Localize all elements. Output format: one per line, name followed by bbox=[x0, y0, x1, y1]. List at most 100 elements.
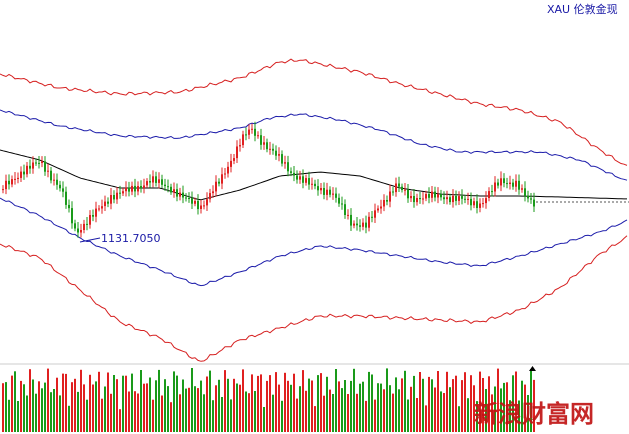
candle bbox=[137, 186, 139, 192]
volume-bar bbox=[170, 402, 172, 432]
candle bbox=[470, 198, 472, 206]
candle bbox=[524, 188, 526, 196]
candle bbox=[509, 182, 511, 184]
volume-bar bbox=[32, 379, 34, 432]
candle bbox=[98, 208, 100, 210]
candle bbox=[515, 180, 517, 187]
volume-bar bbox=[365, 400, 367, 432]
volume-bar bbox=[440, 391, 442, 432]
candle bbox=[533, 199, 535, 207]
candle bbox=[188, 198, 190, 199]
volume-bar bbox=[362, 381, 364, 432]
candle bbox=[476, 201, 478, 208]
candle bbox=[176, 189, 178, 197]
candle bbox=[401, 186, 403, 190]
volume-bar bbox=[521, 380, 523, 432]
volume-bar bbox=[68, 405, 70, 432]
volume-bar bbox=[185, 388, 187, 432]
volume-bar bbox=[410, 386, 412, 432]
candle bbox=[221, 174, 223, 184]
volume-bar bbox=[470, 375, 472, 432]
candle bbox=[332, 193, 334, 195]
volume-bar bbox=[500, 388, 502, 432]
candle bbox=[428, 194, 430, 198]
candle bbox=[203, 205, 205, 207]
candle bbox=[47, 170, 49, 172]
candle bbox=[41, 161, 43, 163]
candle bbox=[194, 200, 196, 204]
volume-bar bbox=[134, 391, 136, 432]
volume-bar bbox=[272, 394, 274, 432]
volume-bar bbox=[143, 383, 145, 432]
volume-bar bbox=[290, 384, 292, 432]
volume-bar bbox=[137, 393, 139, 432]
volume-bar bbox=[356, 393, 358, 432]
candle bbox=[299, 176, 301, 180]
candle bbox=[452, 195, 454, 203]
low-price-annotation: 1131.7050 bbox=[79, 232, 161, 245]
volume-bar bbox=[395, 377, 397, 432]
volume-bar bbox=[479, 371, 481, 432]
candle bbox=[308, 178, 310, 185]
candle bbox=[395, 183, 397, 193]
volume-bar bbox=[341, 388, 343, 432]
volume-bar bbox=[314, 406, 316, 432]
candle bbox=[212, 191, 214, 194]
candle bbox=[374, 210, 376, 218]
volume-bar bbox=[89, 374, 91, 432]
volume-bar bbox=[74, 378, 76, 432]
candle bbox=[362, 222, 364, 227]
candle bbox=[107, 201, 109, 204]
candle bbox=[437, 194, 439, 198]
volume-bar bbox=[392, 393, 394, 432]
candle bbox=[326, 189, 328, 195]
candle bbox=[518, 180, 520, 190]
candle bbox=[260, 135, 262, 145]
candle bbox=[425, 194, 427, 199]
candle bbox=[473, 201, 475, 206]
candle bbox=[131, 185, 133, 192]
volume-bar bbox=[113, 375, 115, 432]
candle bbox=[89, 215, 91, 225]
volume-bar bbox=[275, 372, 277, 432]
candle bbox=[182, 192, 184, 198]
volume-bar bbox=[473, 385, 475, 432]
volume-bar bbox=[65, 373, 67, 432]
candle bbox=[140, 186, 142, 188]
volume-bar bbox=[125, 375, 127, 432]
candle bbox=[266, 142, 268, 150]
candle bbox=[86, 223, 88, 225]
volume-bar bbox=[152, 399, 154, 432]
candle bbox=[386, 200, 388, 202]
candle bbox=[413, 196, 415, 203]
volume-bar bbox=[17, 401, 19, 432]
volume-bar bbox=[497, 368, 499, 432]
candle bbox=[167, 186, 169, 188]
volume-bar bbox=[293, 373, 295, 432]
volume-bar bbox=[221, 397, 223, 432]
candle bbox=[83, 223, 85, 230]
candle bbox=[503, 178, 505, 184]
volume-bar bbox=[248, 393, 250, 432]
candle bbox=[197, 200, 199, 210]
volume-bar bbox=[173, 371, 175, 432]
volume-bar bbox=[203, 394, 205, 432]
candle bbox=[113, 195, 115, 200]
candle bbox=[218, 181, 220, 184]
candle bbox=[248, 129, 250, 135]
volume-bar bbox=[227, 378, 229, 432]
candle bbox=[287, 162, 289, 172]
volume-bar bbox=[176, 375, 178, 432]
volume-bar bbox=[20, 380, 22, 432]
volume-bar bbox=[47, 368, 49, 432]
volume-bar bbox=[407, 399, 409, 432]
volume-bar bbox=[353, 368, 355, 432]
annotation-leader bbox=[79, 237, 101, 243]
volume-bar bbox=[242, 369, 244, 432]
candle bbox=[233, 158, 235, 161]
candle bbox=[497, 182, 499, 186]
volume-bar bbox=[38, 381, 40, 432]
volume-bar bbox=[167, 386, 169, 432]
watermark: 新浪财富网 bbox=[474, 399, 594, 428]
volume-bar bbox=[251, 374, 253, 432]
